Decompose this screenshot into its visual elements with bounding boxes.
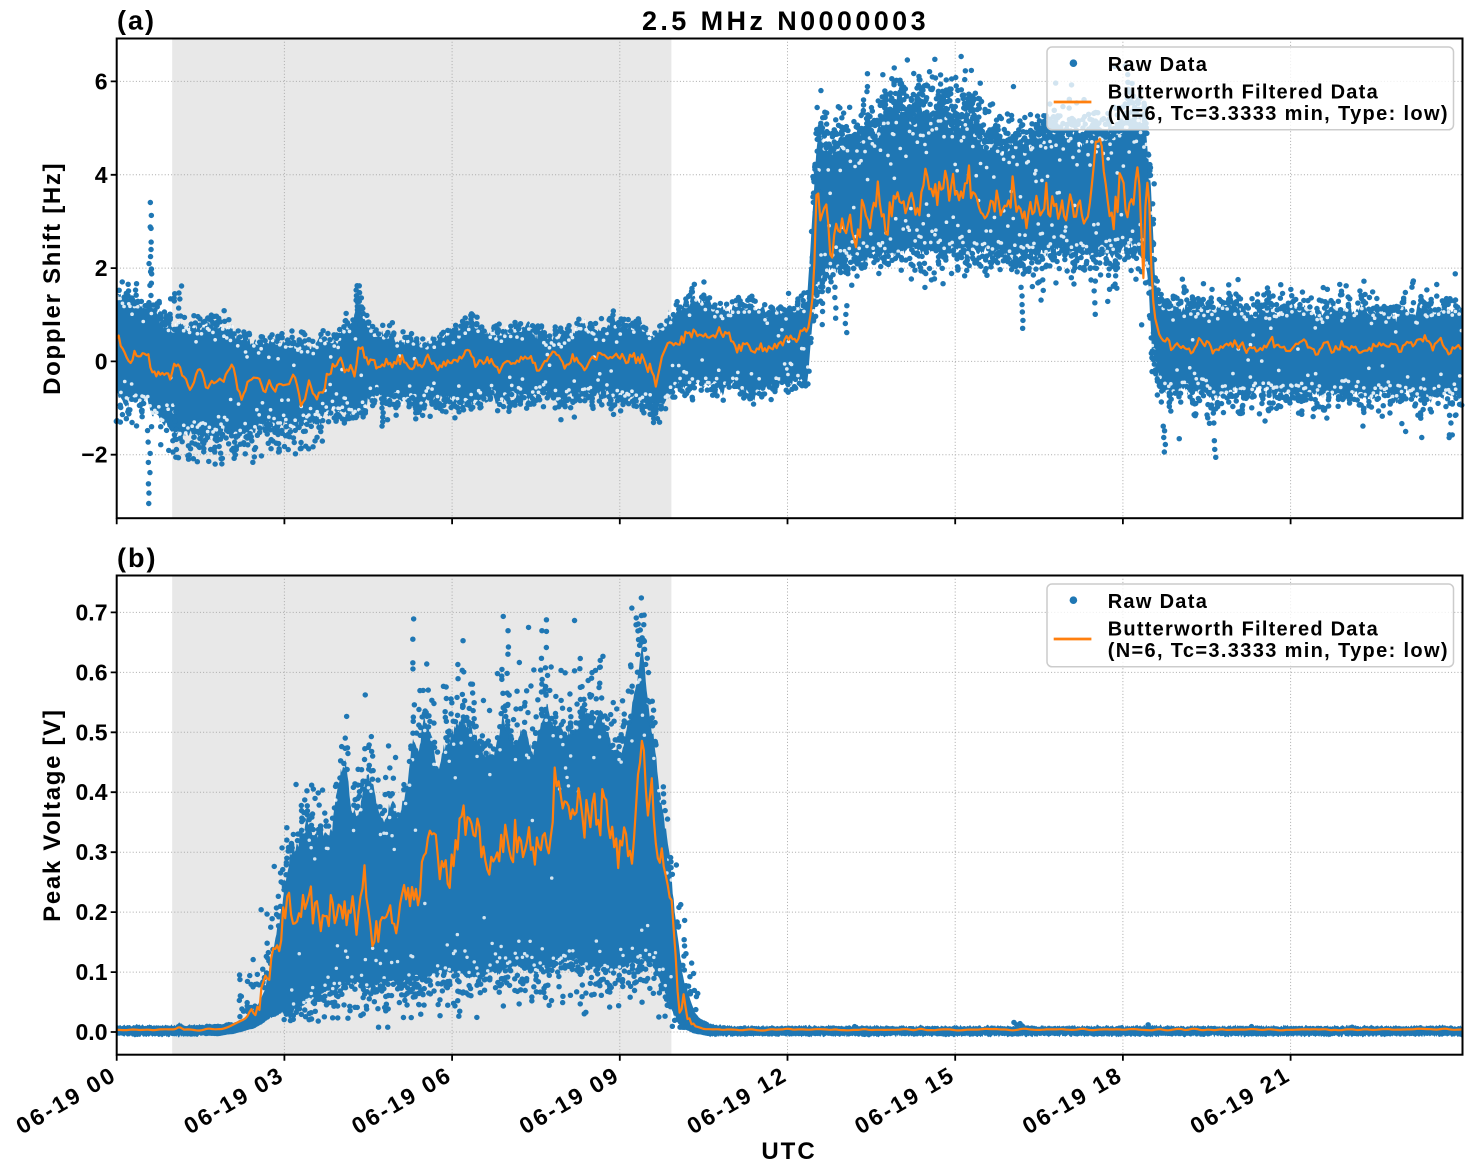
svg-text:0.7: 0.7 [76,599,108,625]
svg-text:2.5 MHz N0000003: 2.5 MHz N0000003 [642,6,929,36]
svg-text:Raw Data: Raw Data [1108,591,1208,613]
svg-text:(b): (b) [117,543,157,573]
svg-text:0.0: 0.0 [76,1019,108,1045]
svg-text:4: 4 [95,162,108,188]
svg-text:0.5: 0.5 [76,719,108,745]
svg-text:UTC: UTC [761,1138,816,1165]
svg-text:Butterworth Filtered Data: Butterworth Filtered Data [1108,618,1379,640]
svg-text:0.3: 0.3 [76,839,108,865]
svg-text:2: 2 [95,255,108,281]
svg-text:0.2: 0.2 [76,899,108,925]
svg-text:Butterworth Filtered Data: Butterworth Filtered Data [1108,81,1379,103]
svg-text:Doppler Shift [Hz]: Doppler Shift [Hz] [39,162,66,395]
svg-text:6: 6 [95,68,108,94]
svg-text:(N=6, Tc=3.3333 min, Type: low: (N=6, Tc=3.3333 min, Type: low) [1108,103,1449,125]
svg-text:0.1: 0.1 [76,959,108,985]
svg-text:(N=6, Tc=3.3333 min, Type: low: (N=6, Tc=3.3333 min, Type: low) [1108,640,1449,662]
svg-text:0.4: 0.4 [76,779,108,805]
svg-text:(a): (a) [117,6,156,36]
svg-text:Raw Data: Raw Data [1108,54,1208,76]
svg-text:0: 0 [95,348,108,374]
svg-text:0.6: 0.6 [76,659,108,685]
svg-text:Peak Voltage [V]: Peak Voltage [V] [39,708,66,921]
svg-text:−2: −2 [81,442,107,468]
